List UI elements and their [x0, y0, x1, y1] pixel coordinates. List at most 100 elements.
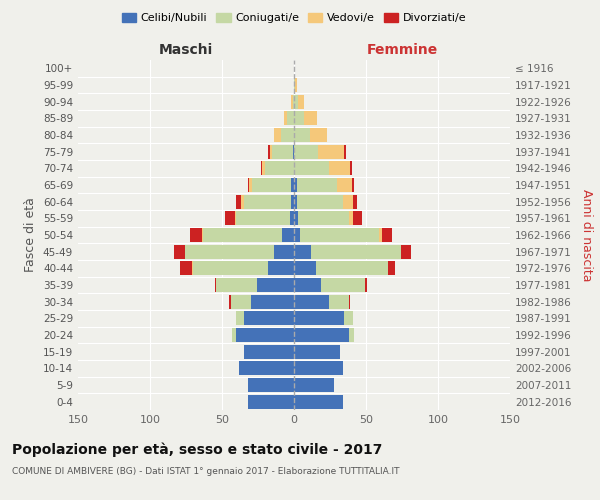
Bar [337, 178, 352, 192]
Bar [300, 228, 379, 242]
Bar [257, 278, 294, 292]
Bar [294, 178, 297, 192]
Bar [274, 244, 294, 259]
Bar [291, 178, 294, 192]
Bar [239, 361, 294, 376]
Bar [297, 194, 343, 209]
Bar [236, 311, 244, 326]
Bar [265, 162, 294, 175]
Bar [250, 178, 252, 192]
Bar [193, 261, 268, 276]
Bar [310, 128, 327, 142]
Bar [298, 211, 349, 226]
Bar [349, 294, 350, 308]
Bar [225, 211, 235, 226]
Bar [319, 144, 344, 159]
Bar [294, 261, 316, 276]
Bar [284, 112, 287, 126]
Bar [294, 311, 344, 326]
Bar [322, 278, 365, 292]
Bar [269, 144, 272, 159]
Bar [293, 144, 294, 159]
Bar [294, 228, 300, 242]
Bar [294, 94, 298, 109]
Bar [268, 261, 294, 276]
Bar [244, 344, 294, 359]
Bar [236, 328, 294, 342]
Bar [244, 194, 291, 209]
Bar [294, 244, 311, 259]
Bar [232, 328, 236, 342]
Bar [291, 94, 293, 109]
Bar [281, 128, 294, 142]
Bar [297, 178, 337, 192]
Bar [190, 228, 202, 242]
Bar [329, 294, 349, 308]
Bar [293, 94, 294, 109]
Bar [230, 294, 251, 308]
Bar [298, 94, 304, 109]
Bar [241, 194, 244, 209]
Bar [294, 194, 297, 209]
Bar [294, 211, 298, 226]
Text: Popolazione per età, sesso e stato civile - 2017: Popolazione per età, sesso e stato civil… [12, 442, 382, 457]
Bar [261, 162, 262, 175]
Bar [294, 162, 329, 175]
Bar [294, 112, 304, 126]
Bar [216, 278, 257, 292]
Bar [311, 244, 401, 259]
Bar [382, 228, 392, 242]
Bar [294, 278, 322, 292]
Bar [352, 178, 355, 192]
Bar [252, 178, 291, 192]
Bar [294, 378, 334, 392]
Bar [294, 361, 343, 376]
Bar [268, 144, 269, 159]
Bar [185, 244, 274, 259]
Legend: Celibi/Nubili, Coniugati/e, Vedovi/e, Divorziati/e: Celibi/Nubili, Coniugati/e, Vedovi/e, Di… [118, 8, 470, 28]
Bar [248, 394, 294, 409]
Bar [294, 128, 310, 142]
Bar [175, 244, 185, 259]
Bar [365, 278, 367, 292]
Bar [283, 228, 294, 242]
Bar [379, 228, 382, 242]
Bar [229, 294, 230, 308]
Bar [291, 194, 294, 209]
Bar [294, 78, 295, 92]
Bar [180, 261, 192, 276]
Bar [235, 211, 236, 226]
Bar [251, 294, 294, 308]
Bar [295, 78, 297, 92]
Bar [353, 194, 358, 209]
Text: Femmine: Femmine [367, 42, 437, 56]
Bar [329, 162, 350, 175]
Bar [316, 261, 388, 276]
Bar [248, 378, 294, 392]
Bar [215, 278, 216, 292]
Text: COMUNE DI AMBIVERE (BG) - Dati ISTAT 1° gennaio 2017 - Elaborazione TUTTITALIA.I: COMUNE DI AMBIVERE (BG) - Dati ISTAT 1° … [12, 468, 400, 476]
Bar [294, 394, 343, 409]
Bar [290, 211, 294, 226]
Bar [388, 261, 395, 276]
Bar [401, 244, 410, 259]
Bar [294, 344, 340, 359]
Bar [236, 194, 241, 209]
Bar [262, 162, 265, 175]
Bar [344, 311, 353, 326]
Bar [353, 211, 362, 226]
Bar [350, 162, 352, 175]
Y-axis label: Anni di nascita: Anni di nascita [580, 188, 593, 281]
Bar [294, 328, 349, 342]
Bar [192, 261, 193, 276]
Bar [349, 328, 355, 342]
Bar [287, 112, 294, 126]
Bar [274, 128, 281, 142]
Bar [236, 211, 290, 226]
Bar [344, 144, 346, 159]
Bar [203, 228, 283, 242]
Bar [294, 144, 319, 159]
Bar [343, 194, 353, 209]
Bar [294, 294, 329, 308]
Bar [304, 112, 317, 126]
